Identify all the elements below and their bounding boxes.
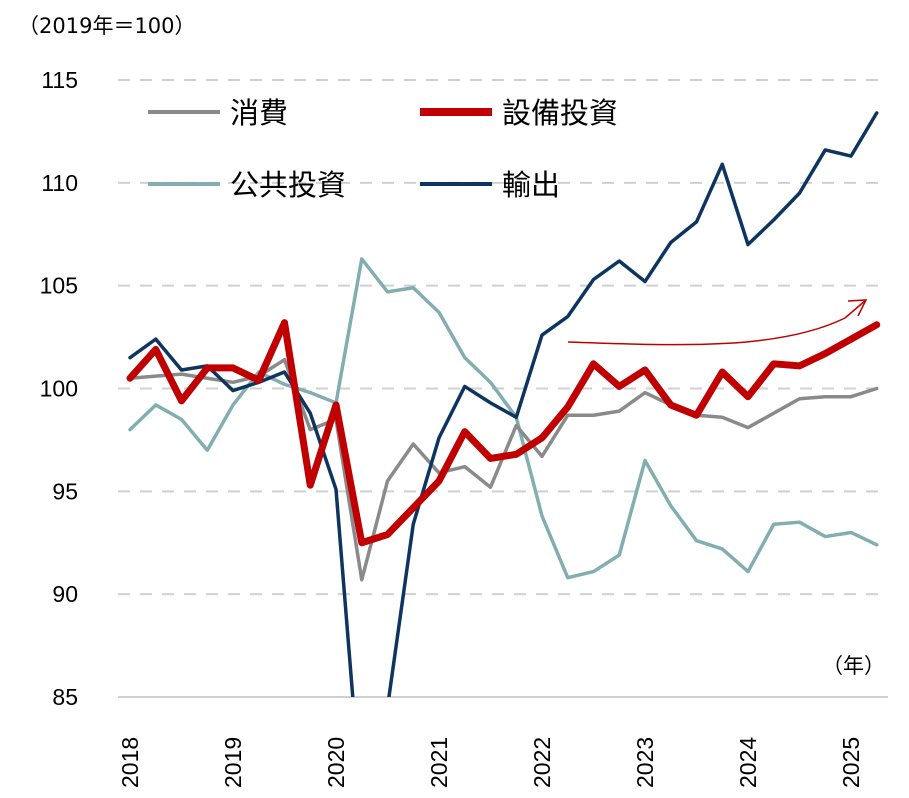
y-tick-label: 90 <box>52 581 78 607</box>
legend-label: 消費 <box>230 96 288 130</box>
x-tick-label: 2024 <box>735 737 761 788</box>
y-tick-label: 85 <box>52 684 78 710</box>
y-tick-label: 95 <box>52 478 78 504</box>
x-tick-label: 2018 <box>117 737 143 788</box>
y-tick-label: 100 <box>40 376 78 402</box>
x-unit-label: （年） <box>822 654 885 678</box>
legend-label: 公共投資 <box>230 168 346 202</box>
series-line-3 <box>128 111 879 697</box>
y-tick-label: 110 <box>41 170 78 196</box>
trend-arrow-tip <box>844 299 867 319</box>
y-tick-label: 115 <box>41 67 78 93</box>
legend-label: 輸出 <box>502 168 560 202</box>
x-tick-label: 2023 <box>632 737 658 788</box>
x-tick-label: 2025 <box>838 737 864 788</box>
x-tick-label: 2019 <box>220 737 246 788</box>
y-tick-label: 105 <box>40 273 78 299</box>
legend-label: 設備投資 <box>502 96 618 130</box>
series-line-1 <box>126 319 881 547</box>
trend-arrow <box>567 317 846 346</box>
y-unit-label: （2019年＝100） <box>18 14 196 38</box>
x-tick-label: 2022 <box>529 737 555 788</box>
x-tick-label: 2021 <box>426 737 452 788</box>
x-tick-label: 2020 <box>323 737 349 788</box>
